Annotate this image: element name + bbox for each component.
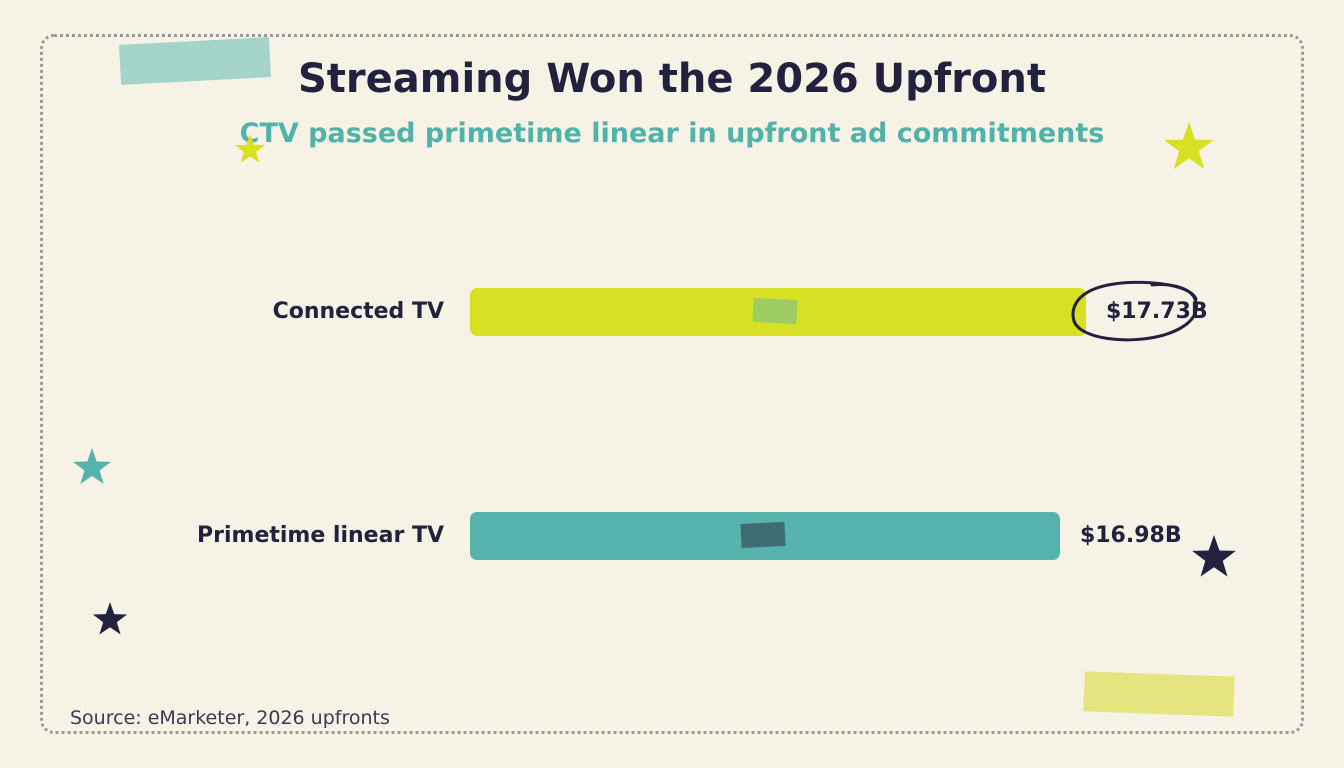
source-note: Source: eMarketer, 2026 upfronts xyxy=(70,707,390,729)
chart-subtitle: CTV passed primetime linear in upfront a… xyxy=(239,118,1105,149)
star-icon xyxy=(72,448,112,485)
chart-title: Streaming Won the 2026 Upfront xyxy=(297,56,1046,102)
tape-strip-bottom-right xyxy=(1083,671,1235,717)
highlight-circle xyxy=(1071,280,1198,342)
star-icon xyxy=(1164,122,1214,170)
category-label: Primetime linear TV xyxy=(197,523,444,548)
star-icon xyxy=(92,602,128,635)
value-label: $16.98B xyxy=(1079,523,1182,548)
bar-sticker xyxy=(740,521,786,549)
bar-sticker xyxy=(752,297,798,325)
star-icon xyxy=(234,134,266,163)
category-label: Connected TV xyxy=(272,299,444,324)
chart-frame xyxy=(40,34,1304,734)
star-icon xyxy=(1192,535,1236,577)
